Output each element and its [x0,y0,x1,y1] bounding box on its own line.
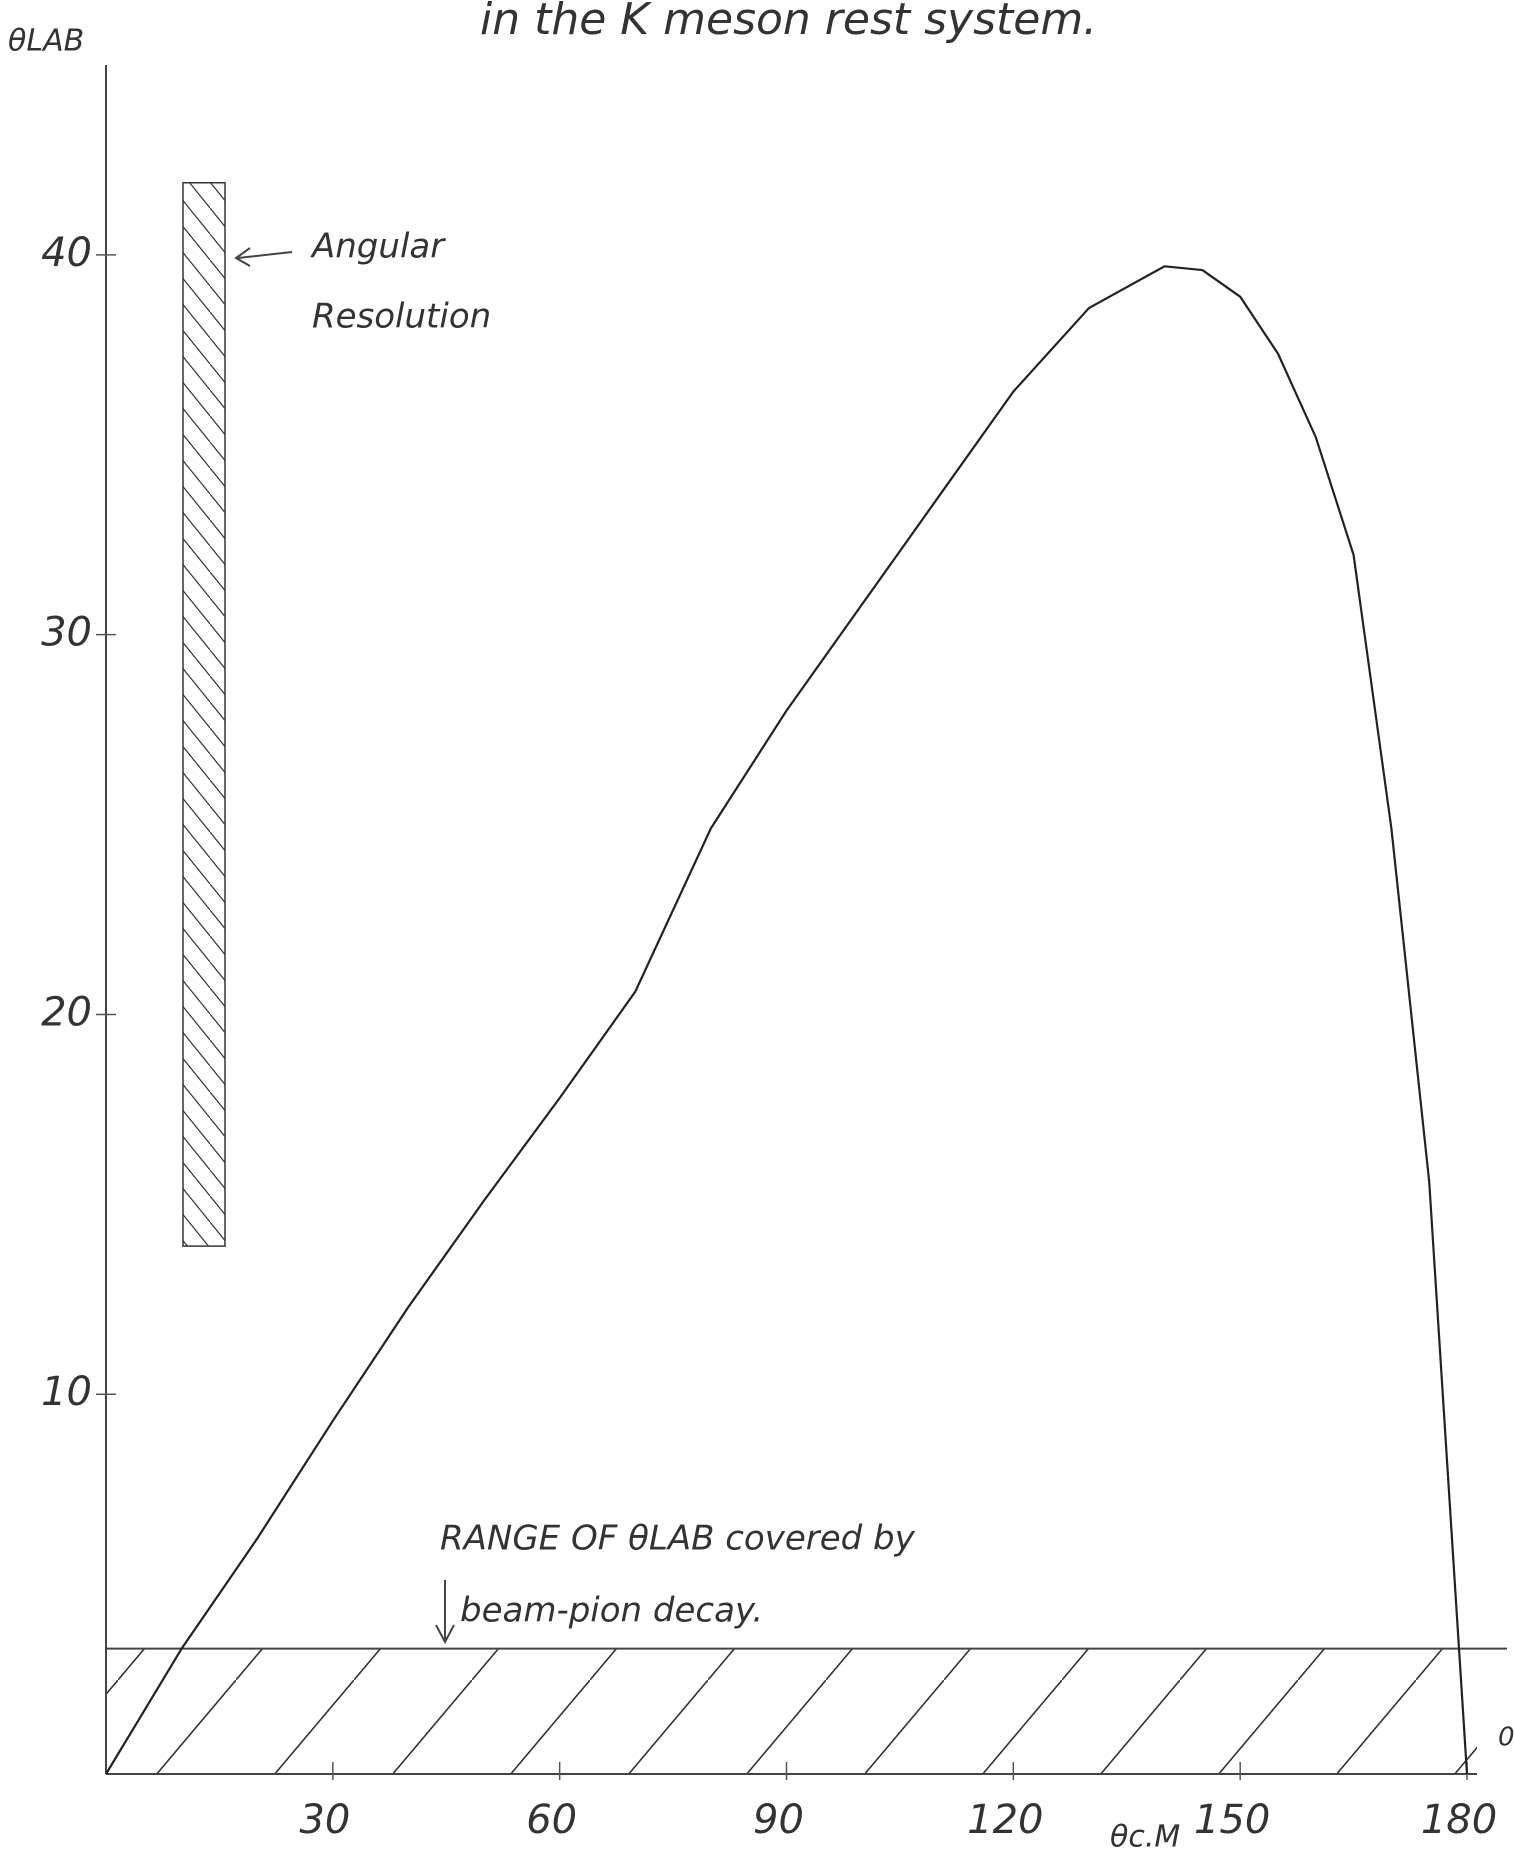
beam-pion-range [106,1648,1477,1774]
range-arrow [435,1580,455,1645]
degree-mark: 0 [1498,1723,1514,1753]
resolution-arrow [234,247,293,267]
x-tick-label: 150 [1194,1797,1270,1843]
range-annotation: RANGE OF θLAB covered by [440,1519,916,1559]
x-tick-label: 90 [753,1797,804,1843]
y-tick-label: 40 [41,230,92,276]
angular-resolution-bar [182,181,226,1247]
x-tick-label: 120 [967,1797,1043,1843]
chart-title: in the K meson rest system. [480,0,1097,45]
resolution-annotation: Angular [310,227,446,267]
y-axis-label: θLAB [8,24,84,59]
x-tick-label: 30 [299,1797,350,1843]
y-tick-label: 10 [41,1369,92,1415]
x-axis-label: θc.M [1110,1820,1180,1854]
x-tick-label: 180 [1421,1797,1497,1843]
resolution-annotation: Resolution [312,297,491,337]
y-tick-label: 30 [41,610,92,656]
x-tick-label: 60 [526,1797,577,1843]
range-annotation: beam-pion decay. [460,1591,763,1631]
y-tick-label: 20 [41,989,92,1035]
curve [105,265,1469,1775]
